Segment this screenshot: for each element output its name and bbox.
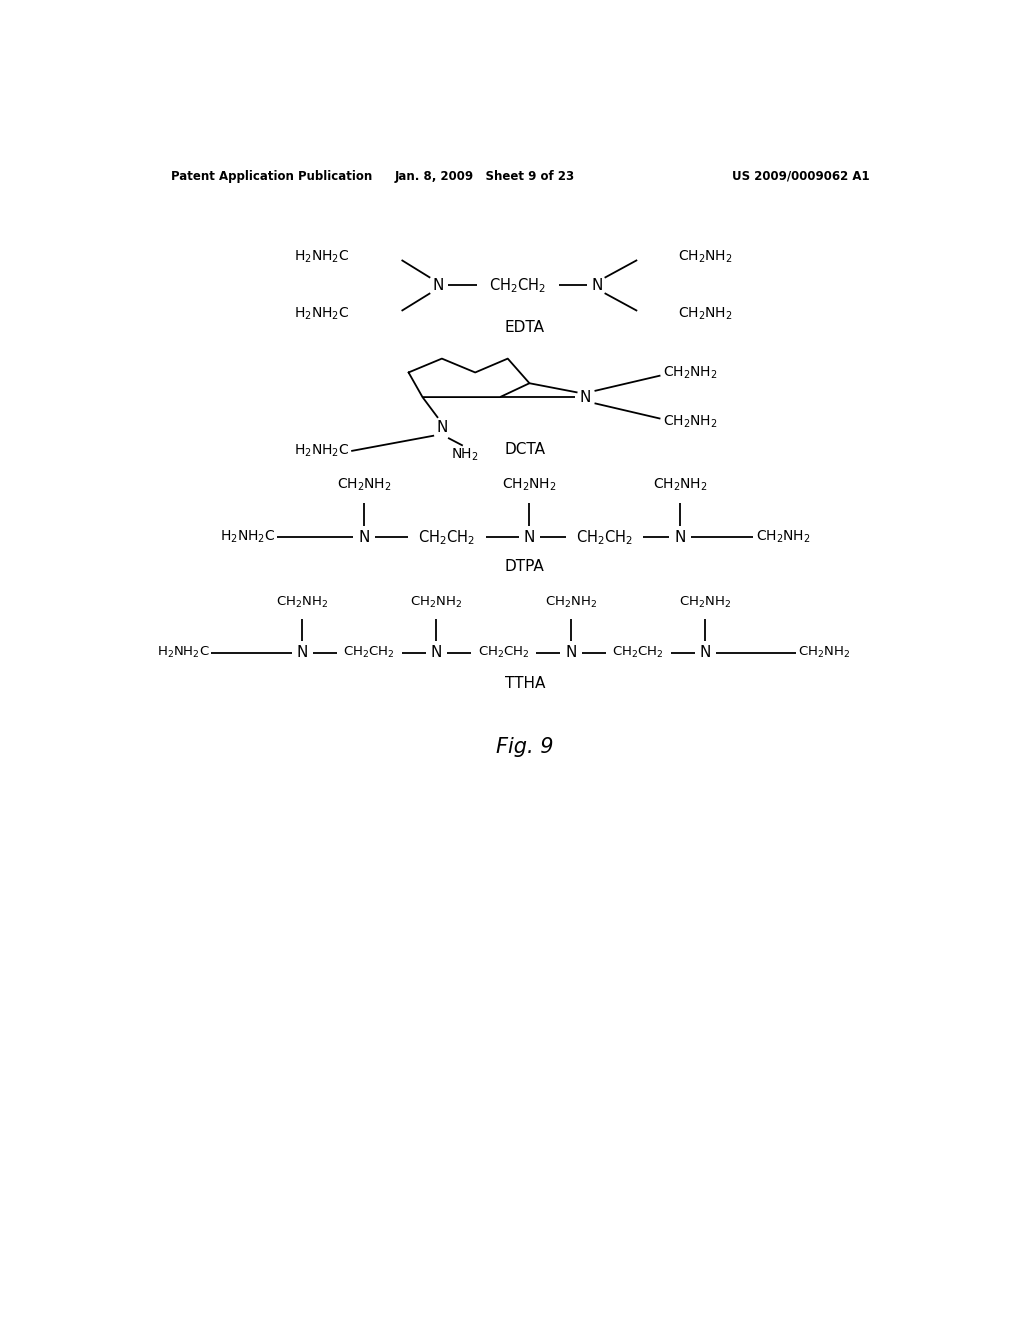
Text: N: N <box>591 279 602 293</box>
Text: Patent Application Publication: Patent Application Publication <box>171 169 372 182</box>
Text: CH$_2$CH$_2$: CH$_2$CH$_2$ <box>577 528 633 546</box>
Text: H$_2$NH$_2$C: H$_2$NH$_2$C <box>220 529 275 545</box>
Text: N: N <box>580 389 591 405</box>
Text: CH$_2$CH$_2$: CH$_2$CH$_2$ <box>612 645 665 660</box>
Text: N: N <box>432 279 443 293</box>
Text: DCTA: DCTA <box>504 442 546 457</box>
Text: CH$_2$NH$_2$: CH$_2$NH$_2$ <box>799 645 850 660</box>
Text: CH$_2$NH$_2$: CH$_2$NH$_2$ <box>756 529 810 545</box>
Text: N: N <box>674 529 685 545</box>
Text: CH$_2$CH$_2$: CH$_2$CH$_2$ <box>419 528 475 546</box>
Text: CH$_2$NH$_2$: CH$_2$NH$_2$ <box>679 594 731 610</box>
Text: N: N <box>565 645 577 660</box>
Text: CH$_2$NH$_2$: CH$_2$NH$_2$ <box>546 594 597 610</box>
Text: CH$_2$NH$_2$: CH$_2$NH$_2$ <box>337 477 391 492</box>
Text: H$_2$NH$_2$C: H$_2$NH$_2$C <box>294 248 349 265</box>
Text: CH$_2$CH$_2$: CH$_2$CH$_2$ <box>488 276 546 294</box>
Text: H$_2$NH$_2$C: H$_2$NH$_2$C <box>157 645 209 660</box>
Text: CH$_2$NH$_2$: CH$_2$NH$_2$ <box>276 594 329 610</box>
Text: Jan. 8, 2009   Sheet 9 of 23: Jan. 8, 2009 Sheet 9 of 23 <box>394 169 574 182</box>
Text: CH$_2$NH$_2$: CH$_2$NH$_2$ <box>663 413 717 430</box>
Text: EDTA: EDTA <box>505 321 545 335</box>
Text: H$_2$NH$_2$C: H$_2$NH$_2$C <box>294 442 349 459</box>
Text: CH$_2$NH$_2$: CH$_2$NH$_2$ <box>678 306 733 322</box>
Text: CH$_2$CH$_2$: CH$_2$CH$_2$ <box>343 645 395 660</box>
Text: N: N <box>699 645 711 660</box>
Text: CH$_2$NH$_2$: CH$_2$NH$_2$ <box>502 477 557 492</box>
Text: CH$_2$CH$_2$: CH$_2$CH$_2$ <box>478 645 529 660</box>
Text: US 2009/0009062 A1: US 2009/0009062 A1 <box>732 169 870 182</box>
Text: N: N <box>523 529 536 545</box>
Text: H$_2$NH$_2$C: H$_2$NH$_2$C <box>294 306 349 322</box>
Text: N: N <box>436 420 447 436</box>
Text: N: N <box>431 645 442 660</box>
Text: CH$_2$NH$_2$: CH$_2$NH$_2$ <box>663 364 717 380</box>
Text: CH$_2$NH$_2$: CH$_2$NH$_2$ <box>678 248 733 265</box>
Text: CH$_2$NH$_2$: CH$_2$NH$_2$ <box>411 594 463 610</box>
Text: DTPA: DTPA <box>505 558 545 574</box>
Text: Fig. 9: Fig. 9 <box>496 738 554 758</box>
Text: TTHA: TTHA <box>505 676 545 692</box>
Text: N: N <box>358 529 370 545</box>
Text: NH$_2$: NH$_2$ <box>452 446 479 463</box>
Text: CH$_2$NH$_2$: CH$_2$NH$_2$ <box>652 477 707 492</box>
Text: N: N <box>297 645 308 660</box>
